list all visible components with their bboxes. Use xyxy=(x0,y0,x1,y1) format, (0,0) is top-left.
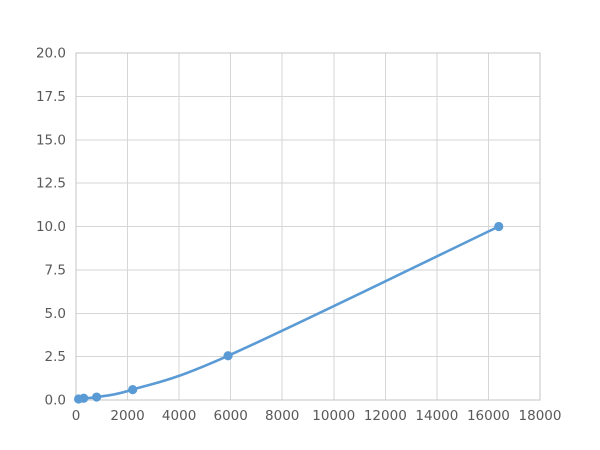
x-tick-label: 2000 xyxy=(110,408,144,424)
plot-border xyxy=(75,52,541,401)
y-tick-label: 10.0 xyxy=(36,219,66,235)
x-tick-label: 0 xyxy=(72,408,81,424)
data-point-marker xyxy=(79,393,89,403)
x-tick-label: 18000 xyxy=(519,408,562,424)
x-tick-label: 16000 xyxy=(467,408,510,424)
y-tick-label: 0.0 xyxy=(45,393,66,409)
y-tick-label: 17.5 xyxy=(36,89,66,105)
data-point-marker xyxy=(92,392,102,402)
data-point-marker xyxy=(223,351,233,361)
x-tick-label: 4000 xyxy=(162,408,196,424)
data-point-marker xyxy=(128,384,138,395)
x-tick-label: 12000 xyxy=(364,408,407,424)
y-tick-label: 20.0 xyxy=(36,46,66,62)
data-point-marker xyxy=(494,221,504,232)
x-tick-label: 8000 xyxy=(265,408,299,424)
y-tick-label: 15.0 xyxy=(36,132,66,148)
y-tick-label: 2.5 xyxy=(45,349,66,365)
y-tick-label: 5.0 xyxy=(45,306,66,322)
x-tick-label: 6000 xyxy=(213,408,247,424)
y-tick-label: 12.5 xyxy=(36,176,66,192)
y-tick-label: 7.5 xyxy=(45,262,66,278)
x-tick-label: 14000 xyxy=(415,408,458,424)
series-line xyxy=(77,225,501,401)
x-tick-label: 10000 xyxy=(312,408,355,424)
